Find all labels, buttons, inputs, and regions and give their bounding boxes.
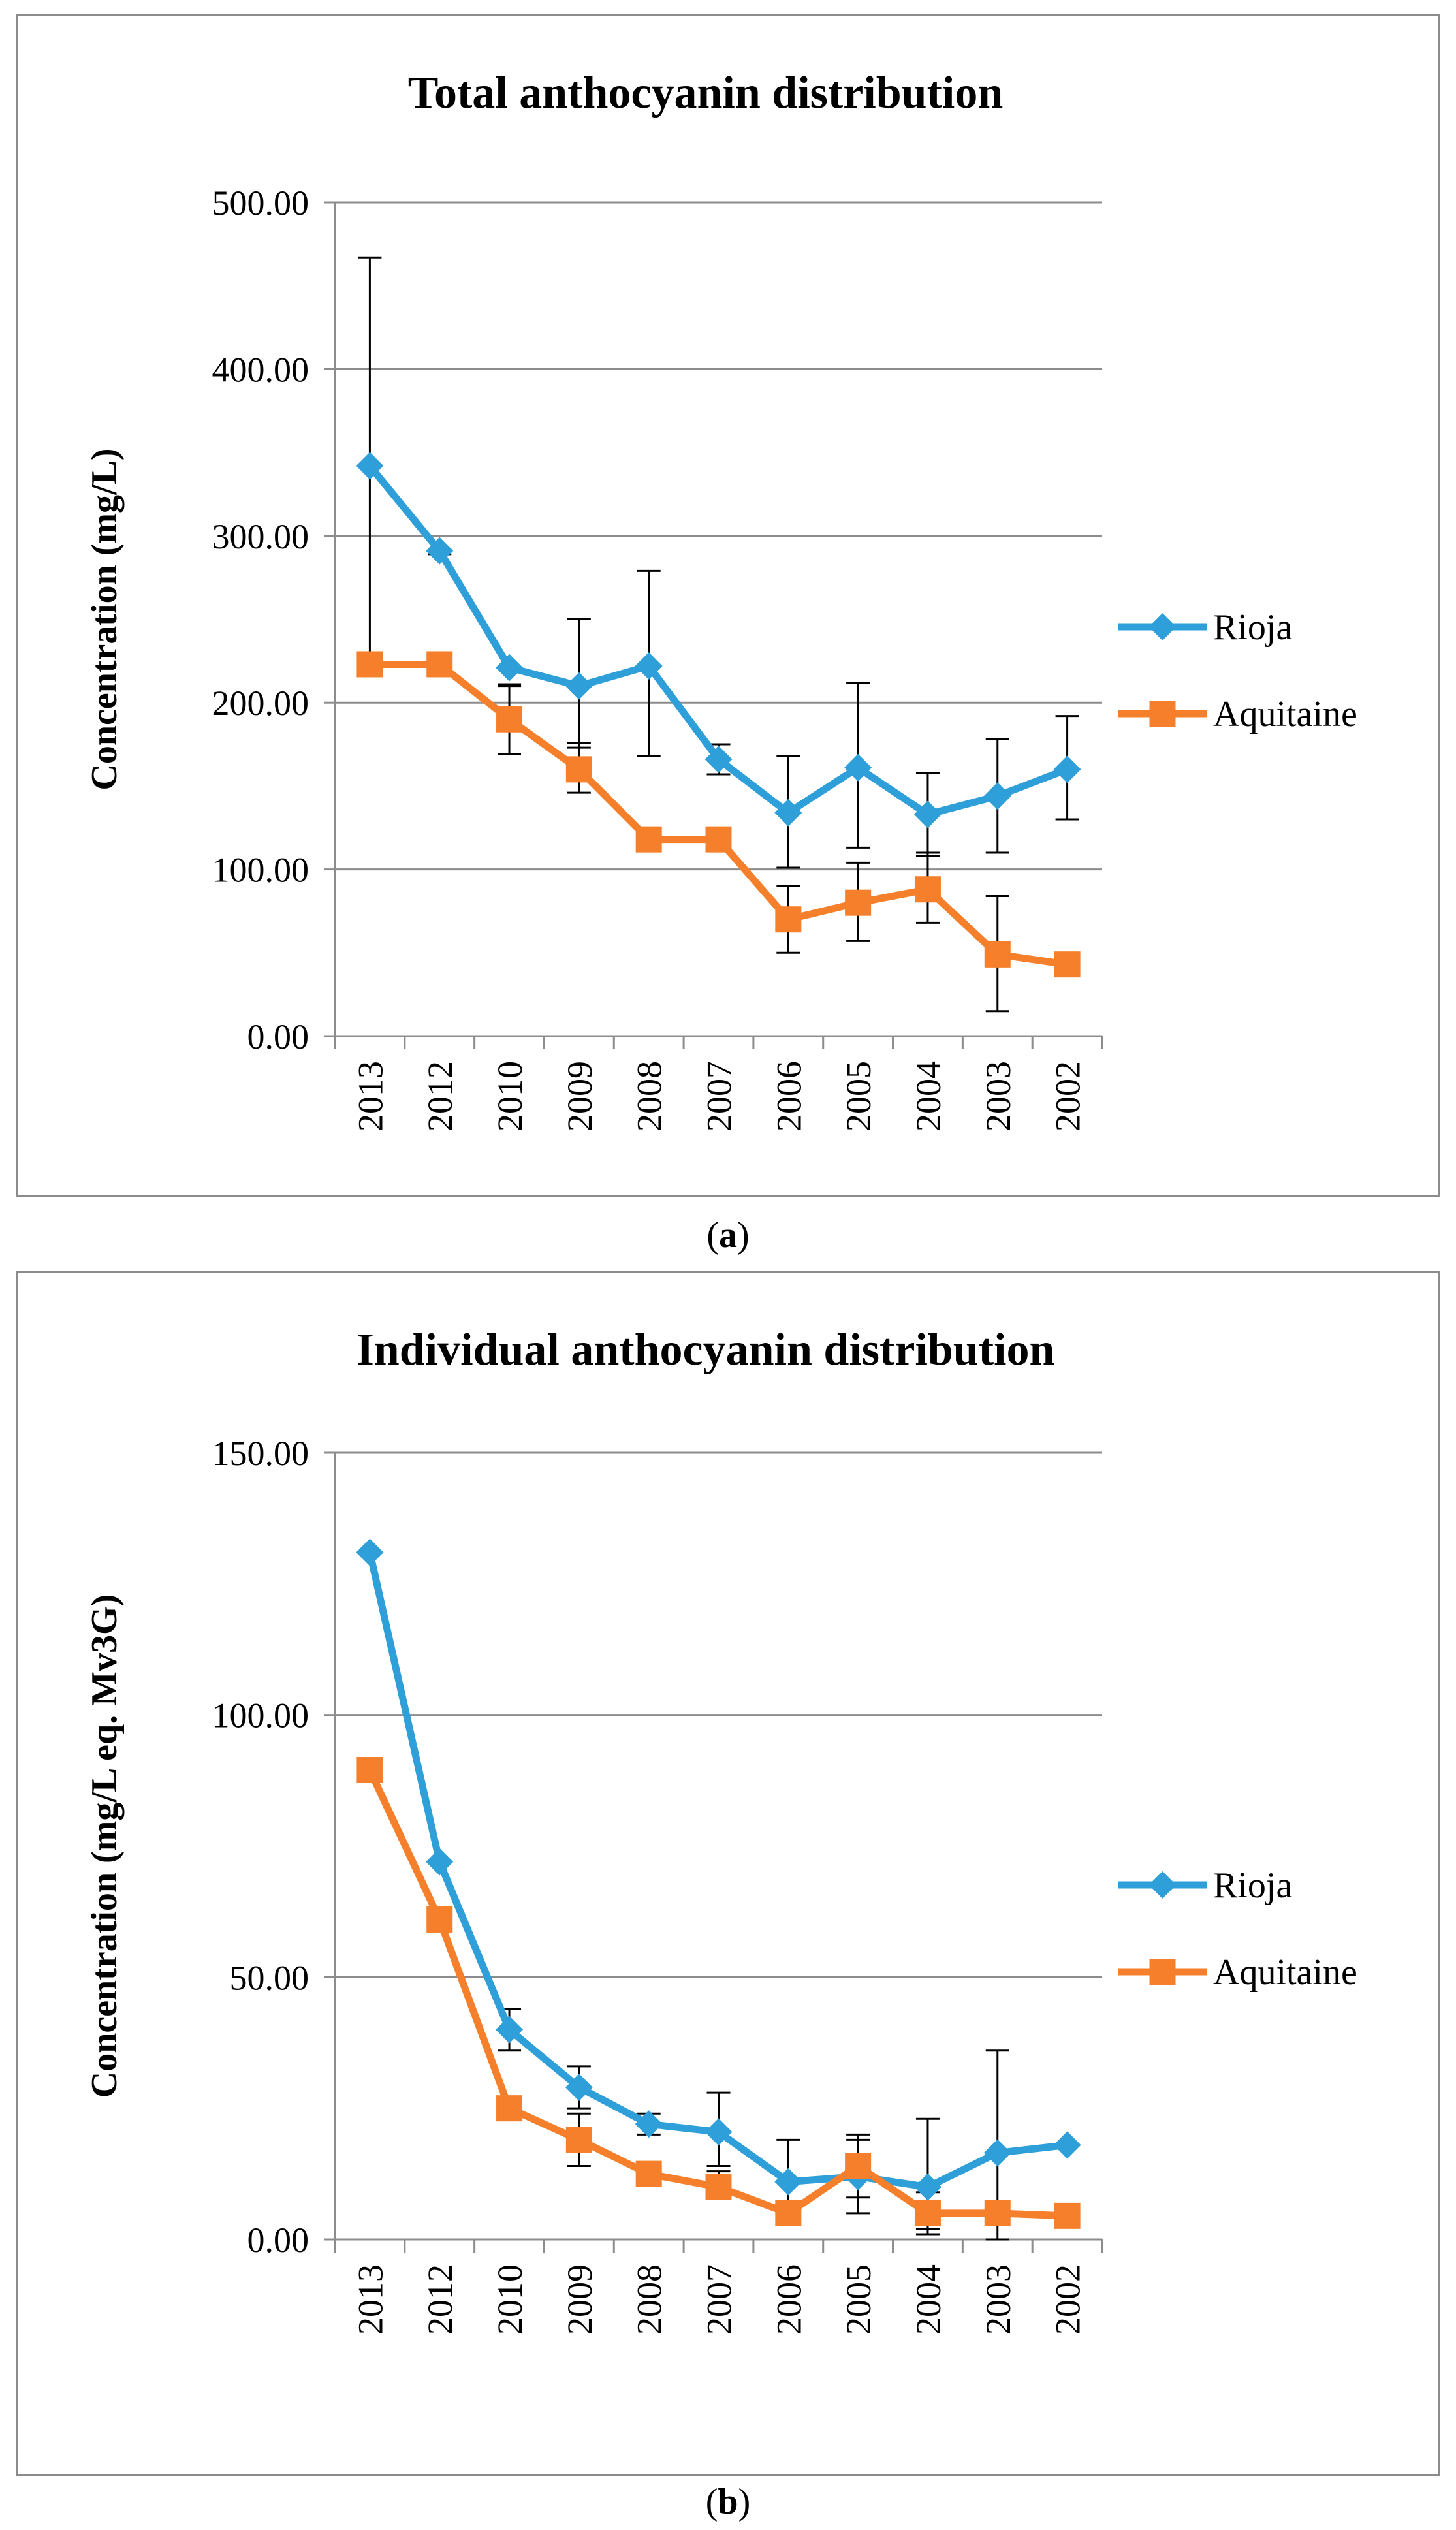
- marker-aquitaine: [426, 1906, 453, 1933]
- marker-rioja: [496, 654, 524, 682]
- y-tick-label: 400.00: [212, 350, 309, 389]
- y-axis-label: Concentration (mg/L): [84, 448, 125, 790]
- marker-rioja: [1053, 755, 1081, 783]
- x-tick-label: 2012: [420, 2264, 460, 2335]
- marker-aquitaine: [1054, 951, 1081, 978]
- x-tick-label: 2009: [560, 1061, 599, 1131]
- chart-b: Individual anthocyanin distribution Conce…: [84, 1325, 1357, 2335]
- x-tick-label: 2010: [490, 2264, 530, 2335]
- chart-a: Total anthocyanin distribution Concentrat…: [84, 68, 1357, 1131]
- y-tick-label: 100.00: [212, 851, 309, 890]
- caption-b: (b): [705, 2482, 751, 2522]
- x-tick-label: 2007: [700, 2264, 739, 2335]
- marker-rioja: [983, 2139, 1011, 2167]
- caption-a: (a): [706, 1215, 750, 1256]
- marker-rioja: [913, 2173, 942, 2201]
- marker-aquitaine: [496, 706, 523, 733]
- x-tick-label: 2005: [839, 1061, 878, 1131]
- marker-rioja: [496, 2016, 524, 2044]
- marker-aquitaine: [984, 941, 1011, 968]
- y-tick-label: 150.00: [212, 1434, 309, 1473]
- x-tick-label: 2012: [420, 1061, 460, 1131]
- legend-marker-aquitaine: [1149, 701, 1176, 727]
- marker-rioja: [704, 2118, 733, 2146]
- marker-aquitaine: [705, 2174, 732, 2200]
- marker-rioja: [356, 452, 384, 480]
- marker-rioja: [1053, 2131, 1081, 2159]
- marker-aquitaine: [635, 2160, 662, 2187]
- legend-marker-aquitaine: [1149, 1959, 1176, 1985]
- marker-aquitaine: [496, 2095, 523, 2122]
- marker-aquitaine: [565, 2127, 592, 2153]
- marker-rioja: [774, 2168, 802, 2196]
- marker-rioja: [426, 537, 454, 565]
- y-tick-label: 0.00: [247, 1017, 309, 1056]
- x-tick-label: 2007: [700, 1061, 739, 1131]
- marker-aquitaine: [775, 2200, 802, 2226]
- marker-rioja: [565, 672, 593, 700]
- x-tick-label: 2006: [769, 1061, 808, 1131]
- chart-panel-a: Total anthocyanin distribution Concentrat…: [16, 14, 1440, 1197]
- marker-aquitaine: [984, 2200, 1011, 2226]
- x-tick-label: 2008: [630, 1061, 669, 1131]
- legend-marker-rioja: [1148, 613, 1177, 640]
- marker-aquitaine: [845, 889, 872, 916]
- x-tick-label: 2013: [351, 1061, 390, 1131]
- x-tick-label: 2002: [1049, 2264, 1088, 2335]
- marker-rioja: [635, 2110, 663, 2138]
- marker-rioja: [356, 1538, 384, 1566]
- marker-aquitaine: [1054, 2202, 1081, 2229]
- marker-aquitaine: [775, 906, 802, 933]
- y-tick-label: 200.00: [212, 684, 309, 723]
- marker-aquitaine: [426, 651, 453, 678]
- marker-rioja: [565, 2074, 593, 2102]
- marker-aquitaine: [914, 2200, 941, 2226]
- y-tick-label: 0.00: [247, 2221, 309, 2260]
- legend-label-rioja: Rioja: [1213, 607, 1292, 648]
- marker-aquitaine: [705, 826, 732, 853]
- x-tick-label: 2008: [630, 2264, 669, 2335]
- marker-rioja: [426, 1848, 454, 1876]
- legend-marker-rioja: [1148, 1871, 1177, 1899]
- marker-rioja: [774, 799, 802, 827]
- marker-aquitaine: [356, 1757, 383, 1784]
- marker-aquitaine: [914, 876, 941, 903]
- x-tick-label: 2009: [560, 2264, 599, 2335]
- x-tick-label: 2005: [839, 2264, 878, 2335]
- marker-rioja: [983, 782, 1011, 810]
- y-tick-label: 500.00: [212, 183, 309, 223]
- y-tick-label: 50.00: [230, 1958, 309, 1997]
- y-tick-label: 300.00: [212, 517, 309, 556]
- x-tick-label: 2003: [979, 1061, 1018, 1131]
- marker-aquitaine: [565, 756, 592, 783]
- marker-aquitaine: [635, 826, 662, 853]
- x-tick-label: 2003: [979, 2264, 1018, 2335]
- x-tick-label: 2010: [490, 1061, 530, 1131]
- marker-rioja: [844, 753, 872, 782]
- marker-rioja: [913, 800, 942, 829]
- marker-aquitaine: [845, 2153, 872, 2179]
- x-tick-label: 2004: [909, 2264, 948, 2335]
- chart-panel-b: Individual anthocyanin distribution Conce…: [16, 1271, 1440, 2476]
- marker-aquitaine: [356, 651, 383, 678]
- x-tick-label: 2013: [351, 2264, 390, 2335]
- y-axis-label: Concentration (mg/L eq. Mv3G): [84, 1594, 125, 2098]
- legend-label-aquitaine: Aquitaine: [1213, 694, 1357, 735]
- y-tick-label: 100.00: [212, 1696, 309, 1735]
- x-tick-label: 2002: [1049, 1061, 1088, 1131]
- marker-rioja: [635, 652, 663, 680]
- legend-label-rioja: Rioja: [1213, 1865, 1292, 1906]
- x-tick-label: 2004: [909, 1061, 948, 1131]
- series-line-aquitaine: [366, 660, 1071, 968]
- legend-label-aquitaine: Aquitaine: [1213, 1952, 1357, 1993]
- chart-title: Individual anthocyanin distribution: [356, 1325, 1055, 1375]
- chart-title: Total anthocyanin distribution: [408, 68, 1004, 118]
- x-tick-label: 2006: [769, 2264, 808, 2335]
- marker-rioja: [704, 746, 733, 774]
